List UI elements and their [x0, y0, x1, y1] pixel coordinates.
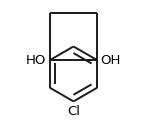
- Text: HO: HO: [26, 54, 46, 67]
- Text: OH: OH: [101, 54, 121, 67]
- Text: Cl: Cl: [67, 105, 80, 118]
